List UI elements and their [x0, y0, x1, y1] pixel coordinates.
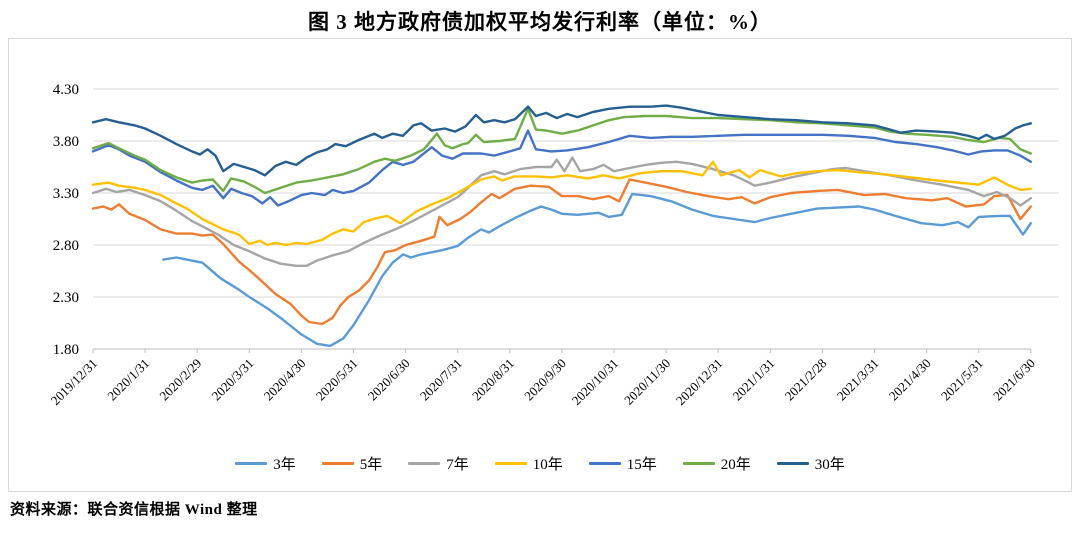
legend-item-10年: 10年 [494, 453, 563, 474]
legend-label: 20年 [720, 457, 751, 473]
x-axis-label: 2021/2/28 [782, 356, 830, 404]
x-axis-label: 2021/3/31 [834, 356, 882, 404]
legend-label: 10年 [532, 457, 563, 473]
x-axis-label: 2020/6/30 [365, 356, 413, 404]
series-line-7年 [91, 156, 1032, 268]
y-axis-label: 3.30 [53, 186, 79, 202]
series-line-5年 [91, 178, 1032, 326]
x-axis-label: 2020/10/31 [569, 356, 621, 408]
legend-line-swatch-icon [682, 462, 715, 465]
legend-line-swatch-icon [235, 462, 268, 465]
legend-label: 3年 [273, 457, 296, 473]
x-axis-label: 2020/12/31 [673, 356, 725, 408]
x-axis-label: 2021/1/31 [730, 356, 778, 404]
series-line-10年 [91, 160, 1032, 247]
legend-line-swatch-icon [494, 462, 527, 465]
legend-label: 30年 [814, 457, 845, 473]
legend-line-swatch-icon [321, 462, 354, 465]
chart-title: 图 3 地方政府债加权平均发行利率（单位：%） [308, 10, 772, 34]
x-axis-label: 2020/2/29 [156, 356, 204, 404]
series-line-3年 [162, 192, 1032, 348]
chart-box: 4.30 3.80 3.30 2.80 2.30 1.80 2019/12/31 2020/1… [8, 38, 1072, 492]
x-axis-label: 2021/6/30 [990, 356, 1038, 404]
x-axis-label: 2020/9/30 [521, 356, 569, 404]
series-line-30年 [91, 104, 1032, 177]
y-axis-label: 2.80 [53, 238, 79, 254]
chart-legend: 3年 5年 7年 10年 15年 20年 30年 [9, 453, 1071, 474]
legend-label: 5年 [359, 457, 383, 473]
legend-item-20年: 20年 [682, 453, 751, 474]
x-axis-label: 2020/4/30 [261, 356, 309, 404]
series-line-15年 [91, 129, 1032, 207]
x-axis-label: 2020/1/31 [104, 356, 152, 404]
source-note: 资料来源：联合资信根据 Wind 整理 [10, 502, 258, 518]
y-axis-label: 3.80 [53, 134, 79, 150]
x-axis-label: 2020/3/31 [209, 356, 257, 404]
x-axis-label: 2021/5/31 [938, 356, 986, 404]
x-axis-label: 2020/11/30 [621, 356, 673, 408]
legend-item-3年: 3年 [235, 453, 296, 474]
y-axis-label: 1.80 [53, 342, 79, 358]
x-axis-label: 2020/8/31 [469, 356, 517, 404]
series-line-20年 [91, 107, 1032, 195]
legend-item-7年: 7年 [408, 453, 469, 474]
legend-item-5年: 5年 [321, 453, 383, 474]
x-axis-label: 2021/4/30 [886, 356, 934, 404]
x-axis-label: 2019/12/31 [48, 356, 100, 408]
legend-label: 7年 [446, 457, 469, 473]
y-axis-label: 2.30 [53, 290, 79, 306]
y-axis-label: 4.30 [53, 82, 79, 98]
x-axis-label: 2020/5/31 [313, 356, 361, 404]
legend-line-swatch-icon [408, 462, 441, 465]
legend-item-30年: 30年 [776, 453, 845, 474]
legend-label: 15年 [626, 457, 657, 473]
legend-line-swatch-icon [588, 462, 621, 465]
legend-item-15年: 15年 [588, 453, 657, 474]
x-axis-label: 2020/7/31 [417, 356, 465, 404]
legend-line-swatch-icon [776, 462, 809, 465]
